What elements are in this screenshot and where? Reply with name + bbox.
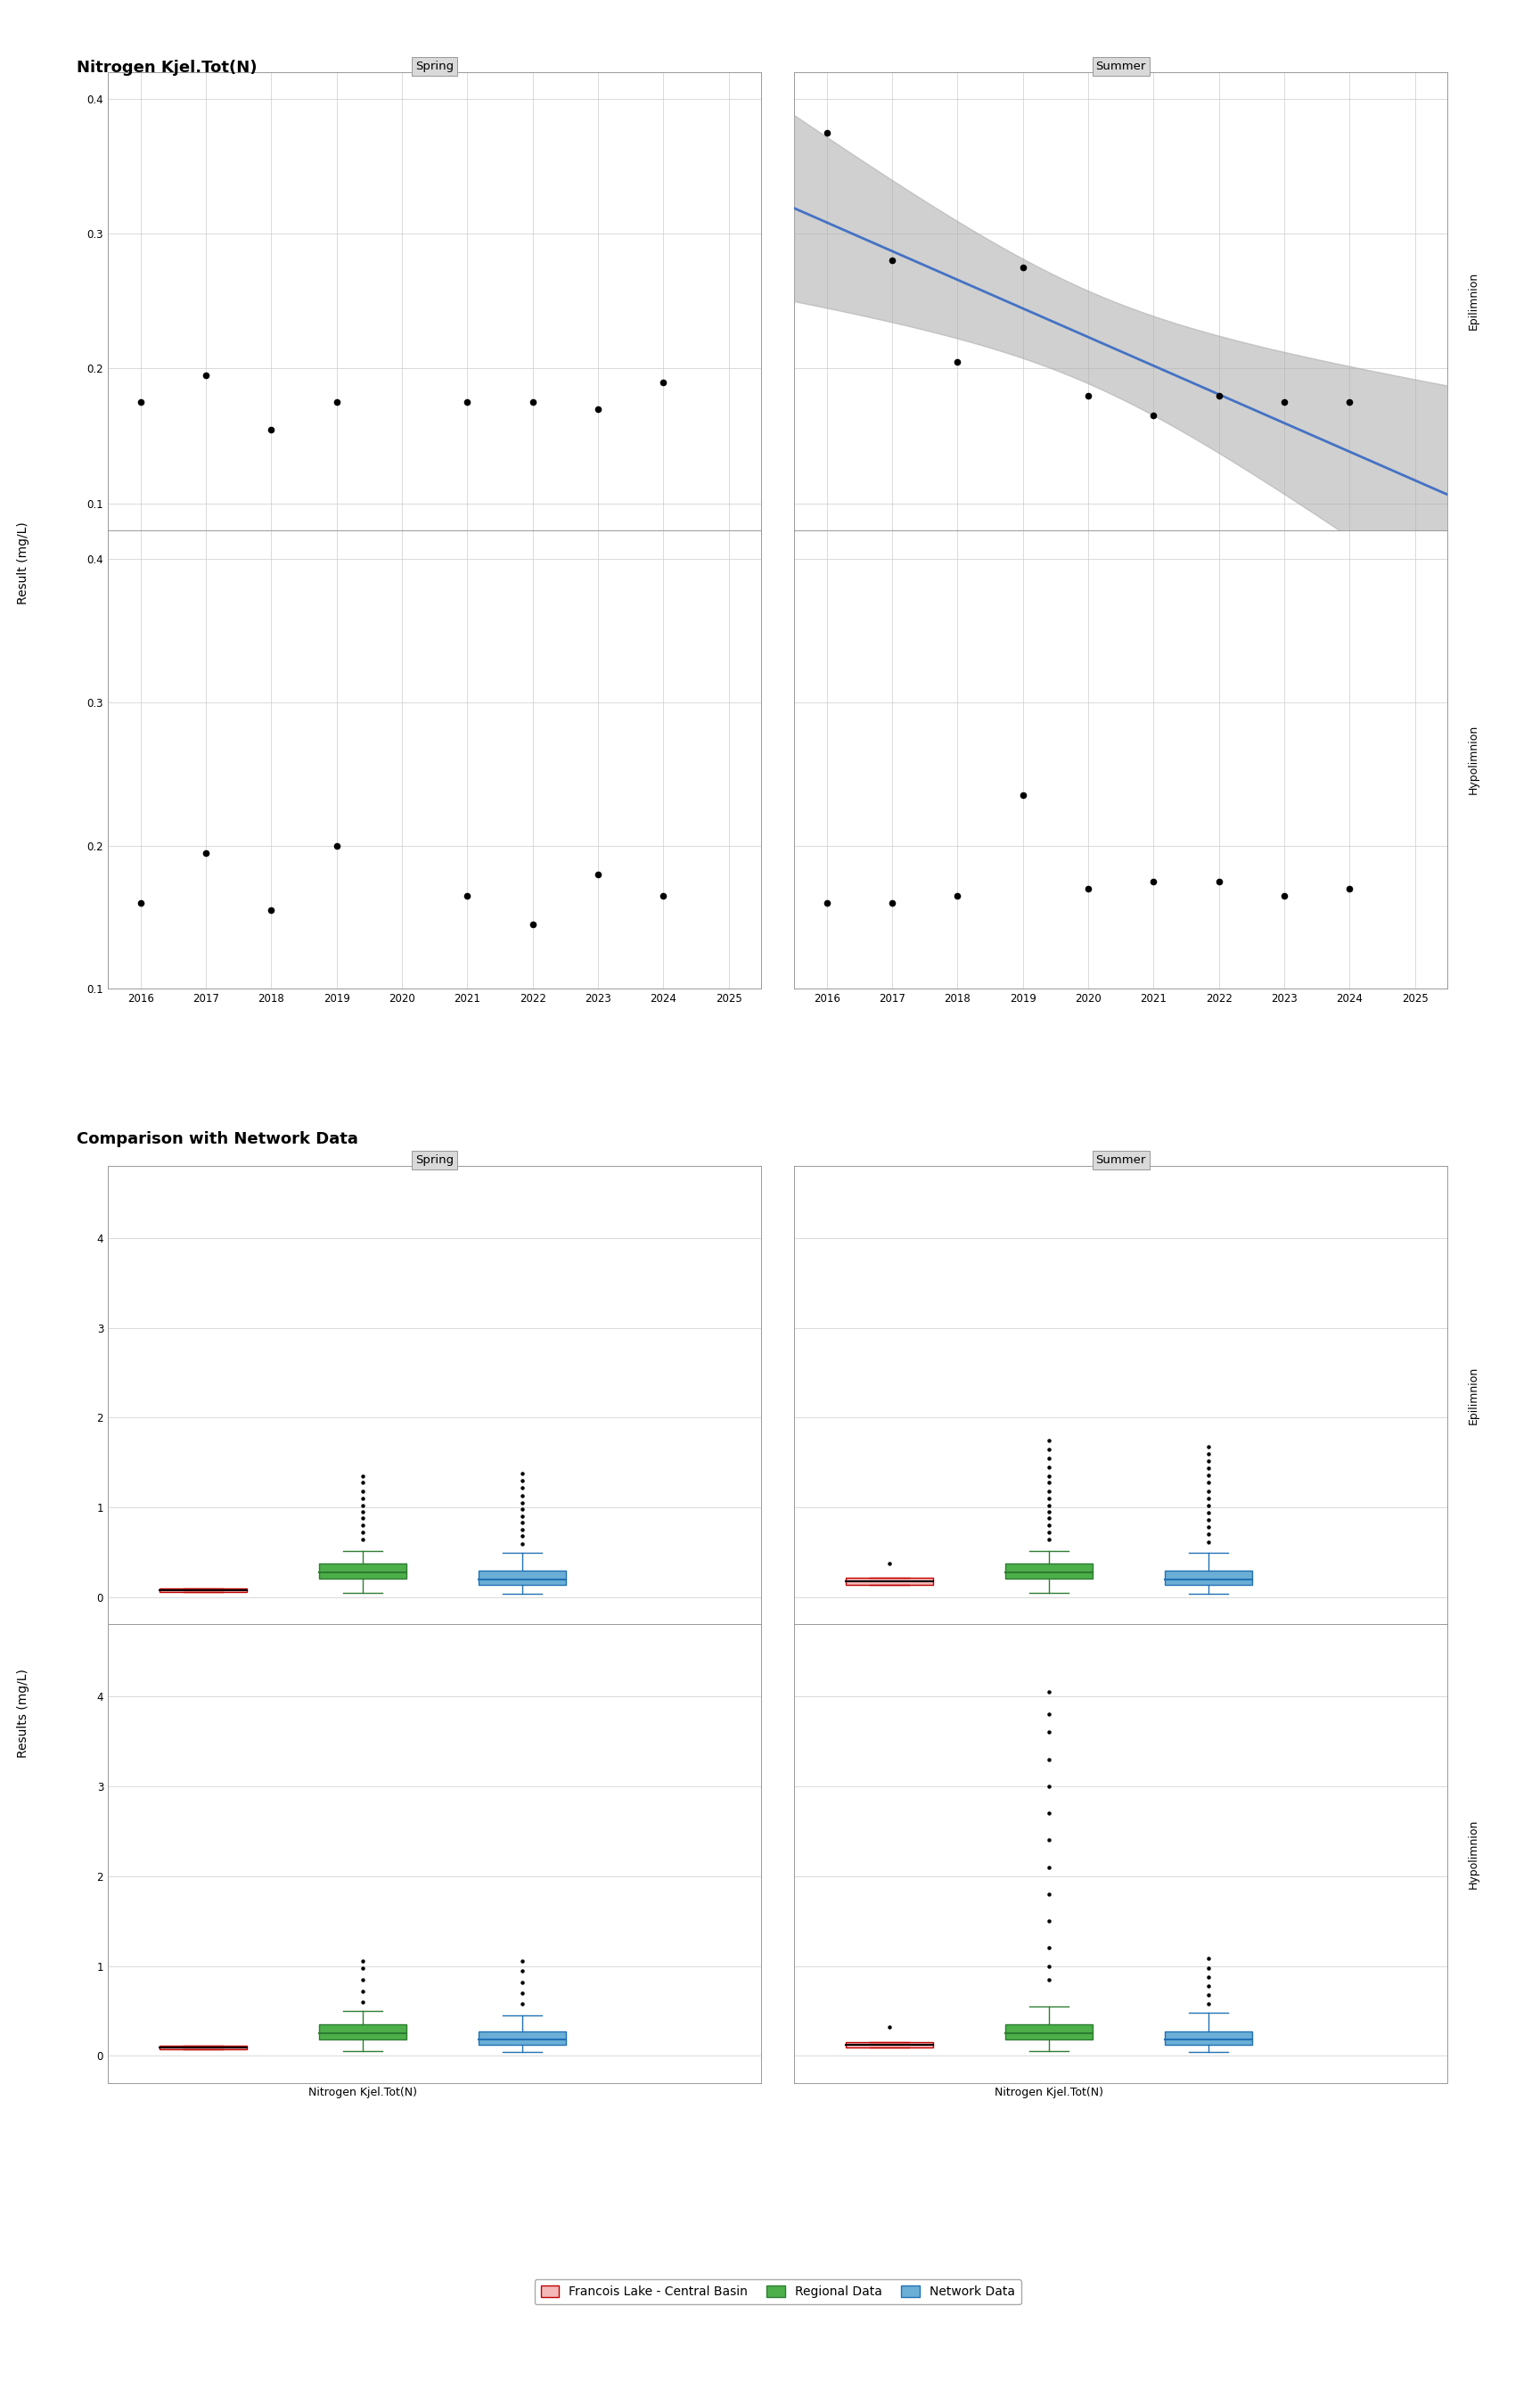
Bar bbox=[1164, 1569, 1252, 1584]
Point bbox=[194, 834, 219, 872]
Point bbox=[815, 113, 839, 151]
Bar bbox=[1006, 1562, 1093, 1579]
Bar bbox=[845, 1577, 933, 1584]
Title: Spring: Spring bbox=[416, 60, 454, 72]
Bar bbox=[319, 2025, 407, 2039]
Bar bbox=[160, 1589, 248, 1591]
Point bbox=[1010, 249, 1035, 288]
Legend: Francois Lake - Central Basin, Regional Data, Network Data: Francois Lake - Central Basin, Regional … bbox=[534, 2279, 1021, 2305]
Point bbox=[879, 884, 904, 922]
Text: Result (mg/L): Result (mg/L) bbox=[17, 522, 29, 604]
Bar bbox=[160, 2046, 248, 2049]
Bar bbox=[479, 1569, 567, 1584]
Point bbox=[194, 357, 219, 395]
Point bbox=[259, 891, 283, 930]
Point bbox=[1206, 376, 1230, 415]
Point bbox=[946, 877, 970, 915]
Point bbox=[521, 383, 545, 422]
Point bbox=[1141, 863, 1166, 901]
Point bbox=[128, 383, 152, 422]
Point bbox=[879, 242, 904, 280]
Point bbox=[521, 906, 545, 944]
Point bbox=[585, 855, 610, 894]
Text: Hypolimnion: Hypolimnion bbox=[1468, 724, 1478, 795]
Text: Hypolimnion: Hypolimnion bbox=[1468, 1819, 1478, 1888]
Point bbox=[128, 884, 152, 922]
Point bbox=[651, 877, 676, 915]
Point bbox=[1076, 376, 1101, 415]
Text: Results (mg/L): Results (mg/L) bbox=[17, 1668, 29, 1759]
Point bbox=[815, 884, 839, 922]
Bar bbox=[845, 2041, 933, 2049]
Text: Epilimnion: Epilimnion bbox=[1468, 1366, 1478, 1423]
Point bbox=[1337, 383, 1361, 422]
Bar bbox=[1164, 2032, 1252, 2046]
Point bbox=[585, 391, 610, 429]
Point bbox=[454, 383, 479, 422]
Point bbox=[1010, 776, 1035, 815]
Point bbox=[1337, 870, 1361, 908]
Point bbox=[325, 383, 350, 422]
Bar bbox=[1006, 2025, 1093, 2039]
Title: Spring: Spring bbox=[416, 1155, 454, 1167]
Point bbox=[1272, 877, 1297, 915]
Point bbox=[946, 343, 970, 381]
Point bbox=[259, 410, 283, 448]
Bar bbox=[319, 1562, 407, 1579]
Title: Summer: Summer bbox=[1095, 60, 1146, 72]
Text: Comparison with Network Data: Comparison with Network Data bbox=[77, 1131, 359, 1148]
Text: Nitrogen Kjel.Tot(N): Nitrogen Kjel.Tot(N) bbox=[77, 60, 257, 77]
Text: Epilimnion: Epilimnion bbox=[1468, 273, 1478, 331]
Point bbox=[1272, 383, 1297, 422]
Point bbox=[325, 827, 350, 865]
Point bbox=[1076, 870, 1101, 908]
Bar bbox=[479, 2032, 567, 2046]
Title: Summer: Summer bbox=[1095, 1155, 1146, 1167]
Point bbox=[651, 362, 676, 400]
Point bbox=[454, 877, 479, 915]
Point bbox=[1141, 398, 1166, 436]
Point bbox=[1206, 863, 1230, 901]
